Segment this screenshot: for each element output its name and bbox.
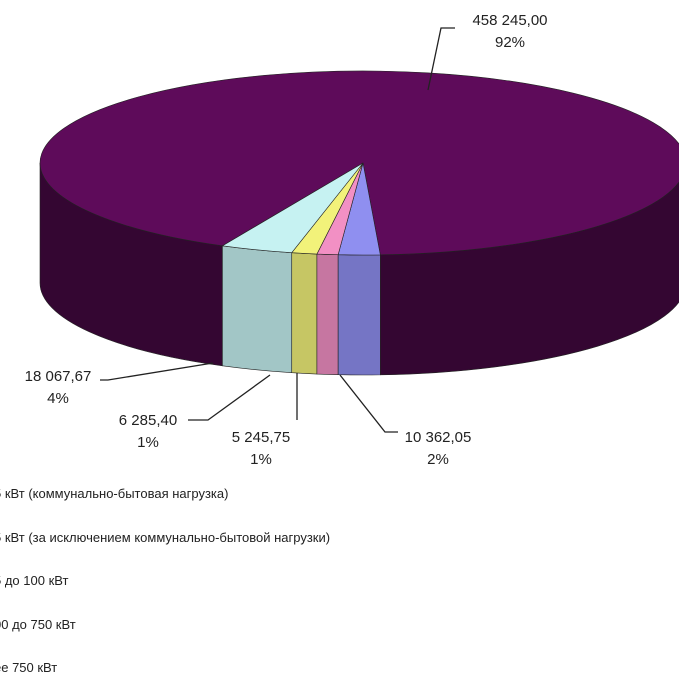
slice-percent-label-5: 4% [47, 390, 69, 407]
legend-item-1: 5 кВт (коммунально-бытовая нагрузка) [0, 478, 674, 522]
leader-line-2 [339, 374, 398, 433]
slice-percent-label-1: 92% [495, 34, 525, 51]
slice-value-label-2: 10 362,05 [405, 429, 472, 446]
legend-item-4: 00 до 750 кВт [0, 609, 674, 653]
data-labels: 458 245,00 92% 10 362,05 2% 5 245,75 1% 6 285,… [25, 12, 548, 468]
slice-value-label-1: 458 245,00 [472, 12, 547, 29]
slice-side-5 [222, 245, 293, 374]
slice-value-label-5: 18 067,67 [25, 368, 92, 385]
slice-side-3 [316, 253, 339, 376]
legend-label-2: 5 кВт (за исключением коммунально-бытово… [0, 529, 331, 545]
legend-label-3: 5 до 100 кВт [0, 573, 69, 588]
slice-top-5 [221, 162, 364, 254]
legend-label-5: ее 750 кВт [0, 660, 58, 675]
leader-line-1 [427, 27, 455, 91]
leader-lines [100, 27, 455, 433]
legend-label-4: 00 до 750 кВт [0, 616, 76, 632]
legend-label-1: 5 кВт (коммунально-бытовая нагрузка) [0, 486, 229, 501]
slice-top-1 [39, 70, 679, 256]
pie-slices [39, 70, 679, 376]
slice-value-label-4: 6 285,40 [119, 412, 177, 429]
slice-side-4 [291, 252, 318, 375]
leader-line-4 [188, 374, 271, 421]
slice-side-2 [337, 254, 381, 376]
slice-percent-label-3: 1% [250, 451, 272, 468]
legend: 5 кВт (коммунально-бытовая нагрузка) 5 к… [0, 478, 674, 696]
slice-value-label-3: 5 245,75 [232, 429, 290, 446]
legend-item-5: ее 750 кВт [0, 652, 674, 696]
leader-line-5 [100, 362, 214, 381]
pie-chart: 458 245,00 92% 10 362,05 2% 5 245,75 1% 6 285,… [25, 12, 679, 468]
legend-item-2: 5 кВт (за исключением коммунально-бытово… [0, 522, 674, 566]
legend-item-3: 5 до 100 кВт [0, 565, 674, 609]
slice-percent-label-4: 1% [137, 434, 159, 451]
slice-percent-label-2: 2% [427, 451, 449, 468]
